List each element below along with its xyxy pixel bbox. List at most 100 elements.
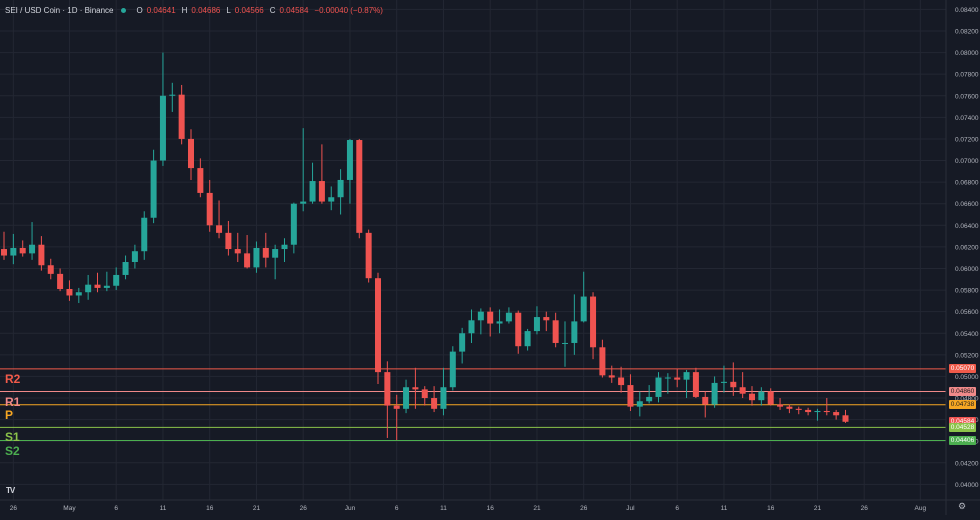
candle-body — [393, 405, 400, 409]
candle-body — [38, 244, 45, 266]
candle-body — [833, 412, 840, 416]
level-label-s2: S2 — [5, 443, 20, 458]
candle-body — [655, 377, 662, 397]
low-value: 0.04566 — [234, 5, 264, 15]
y-tick-label: 0.07800 — [955, 72, 979, 79]
y-tick-label: 0.06000 — [955, 266, 979, 273]
candle-body — [552, 320, 559, 343]
candle-body — [75, 292, 82, 296]
candle-body — [103, 285, 110, 288]
candle-body — [412, 387, 419, 390]
candle-body — [216, 225, 223, 233]
candle-body — [590, 296, 597, 348]
x-tick-label: 6 — [395, 505, 399, 512]
y-tick-label: 0.06200 — [955, 244, 979, 251]
y-tick-label: 0.05000 — [955, 374, 979, 381]
x-tick-label: 26 — [300, 505, 308, 512]
candle-body — [328, 197, 335, 202]
candle-body — [122, 262, 129, 275]
change-value: −0.00040 (−0.87%) — [314, 5, 383, 15]
x-tick-label: 11 — [440, 505, 447, 512]
candle-body — [440, 387, 447, 409]
y-tick-label: 0.04000 — [955, 482, 979, 489]
pivot-levels — [0, 368, 946, 442]
x-tick-label: 11 — [160, 505, 167, 512]
x-tick-label: 16 — [767, 505, 775, 512]
candle-body — [234, 249, 241, 254]
candle-body — [403, 387, 410, 409]
symbol-title[interactable]: SEI / USD Coin · 1D · Binance — [5, 5, 114, 15]
candle-body — [244, 253, 251, 268]
candle-body — [384, 372, 391, 406]
candle-body — [206, 192, 213, 226]
candle-body — [533, 317, 540, 332]
x-tick-label: Jun — [345, 505, 356, 512]
candle-body — [66, 288, 73, 296]
candle-body — [337, 179, 344, 198]
candle-body — [739, 387, 746, 394]
level-label-r2: R2 — [5, 371, 21, 386]
y-tick-label: 0.08400 — [955, 7, 979, 14]
candle-body — [477, 311, 484, 321]
y-tick-label: 0.07400 — [955, 115, 979, 122]
candle-body — [47, 265, 54, 274]
tradingview-logo-icon[interactable]: TV — [6, 486, 15, 495]
level-label-s1: S1 — [5, 430, 20, 445]
high-label: H — [181, 5, 188, 15]
candle-body — [618, 377, 625, 386]
candle-body — [823, 410, 830, 413]
candle-body — [113, 274, 120, 286]
x-tick-label: 21 — [533, 505, 541, 512]
candle-body — [571, 321, 578, 343]
x-tick-label: 21 — [814, 505, 822, 512]
candle-body — [29, 244, 36, 254]
x-tick-label: 26 — [580, 505, 588, 512]
candle-body — [805, 409, 812, 413]
x-tick-label: 6 — [675, 505, 679, 512]
low-label: L — [226, 5, 231, 15]
price-tag-p: 0.04738 — [949, 400, 976, 410]
candle-body — [505, 312, 512, 322]
y-tick-label: 0.06800 — [955, 180, 979, 187]
candle-body — [290, 203, 297, 245]
candle-body — [346, 140, 353, 180]
y-tick-label: 0.06600 — [955, 201, 979, 208]
price-tag-s2: 0.04406 — [949, 436, 976, 446]
y-tick-label: 0.07000 — [955, 158, 979, 165]
candle-body — [141, 217, 148, 252]
candle-body — [356, 140, 363, 233]
candle-body — [702, 396, 709, 405]
candle-body — [421, 389, 428, 399]
x-tick-label: 21 — [253, 505, 261, 512]
candle-body — [272, 249, 279, 258]
price-tag-s1: 0.04528 — [949, 422, 976, 432]
candle-body — [786, 406, 793, 409]
candle-body — [159, 95, 166, 161]
y-tick-label: 0.04800 — [955, 396, 979, 403]
candle-body — [300, 201, 307, 204]
y-tick-label: 0.04200 — [955, 460, 979, 467]
candle-body — [608, 375, 615, 378]
candle-body — [85, 284, 92, 293]
x-tick-label: 16 — [206, 505, 214, 512]
candle-body — [131, 251, 138, 263]
candle-body — [720, 381, 727, 383]
y-tick-label: 0.08200 — [955, 28, 979, 35]
candle-body — [1, 249, 7, 256]
y-tick-label: 0.07200 — [955, 136, 979, 143]
candle-body — [150, 160, 157, 218]
candle-body — [730, 381, 737, 388]
candle-body — [431, 398, 438, 409]
candle-body — [10, 247, 17, 256]
candle-body — [674, 377, 681, 380]
chart-header: SEI / USD Coin · 1D · Binance O 0.04641 H… — [5, 3, 385, 17]
gear-icon[interactable]: ⚙ — [958, 501, 967, 511]
candle-body — [468, 320, 475, 334]
candle-body — [375, 278, 381, 373]
close-value: 0.04584 — [279, 5, 309, 15]
candle-body — [318, 181, 325, 202]
y-tick-label: 0.07600 — [955, 93, 979, 100]
